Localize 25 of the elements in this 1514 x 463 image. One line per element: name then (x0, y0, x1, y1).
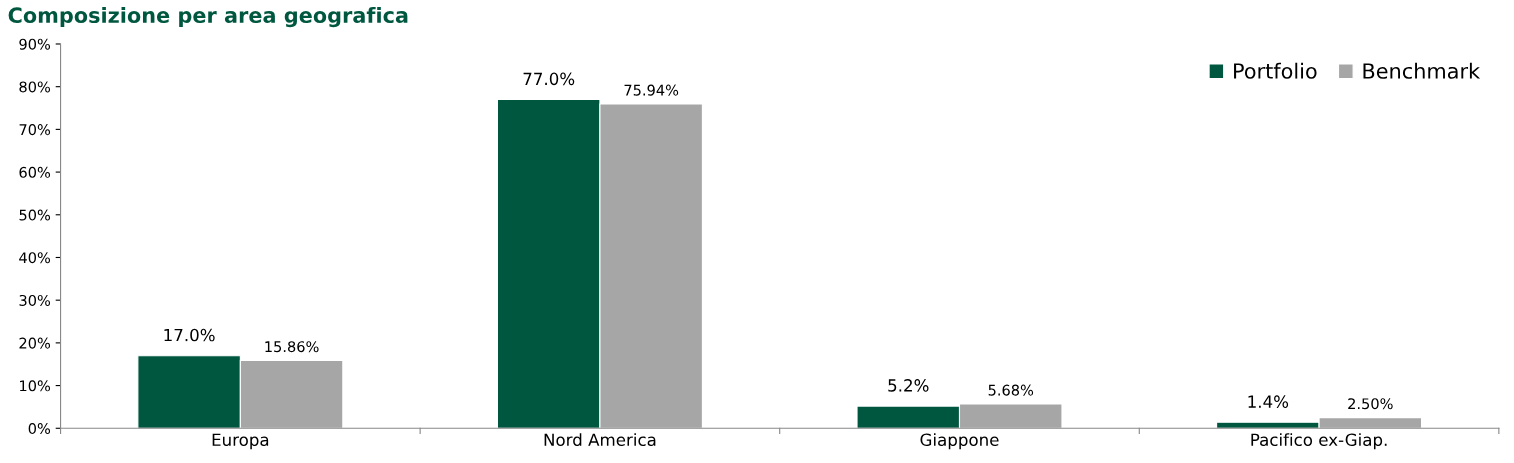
x-tick-label: Europa (212, 433, 269, 450)
y-tick-label: 10% (20, 380, 51, 392)
y-tick-label: 50% (19, 209, 51, 221)
legend-label: Portfolio (1234, 62, 1317, 79)
data-label: 17.0% (164, 328, 215, 342)
data-label: 2.50% (1348, 398, 1393, 410)
y-tick-label: 80% (19, 81, 51, 93)
y-tick-label: 60% (19, 166, 51, 178)
data-label: 5.2% (888, 379, 929, 392)
data-label: 77.0% (523, 72, 575, 86)
y-tick-label: 40% (19, 252, 51, 264)
y-tick-label: 90% (19, 38, 51, 50)
data-label: 5.68% (988, 384, 1034, 396)
x-tick-label: Giappone (920, 433, 999, 450)
x-tick-label: Pacifico ex-Giap. (1251, 433, 1387, 450)
x-tick-label: Nord America (544, 433, 656, 447)
y-tick-label: 30% (19, 294, 51, 306)
y-tick-label: 0% (28, 422, 51, 435)
chart-title: Composizione per area geografica (8, 6, 408, 28)
y-tick-label: 70% (19, 124, 51, 136)
data-label: 1.4% (1248, 395, 1289, 408)
data-label: 75.94% (624, 84, 679, 96)
y-tick-label: 20% (19, 337, 51, 349)
data-label: 15.86% (265, 341, 319, 353)
legend-label: Benchmark (1363, 62, 1481, 79)
